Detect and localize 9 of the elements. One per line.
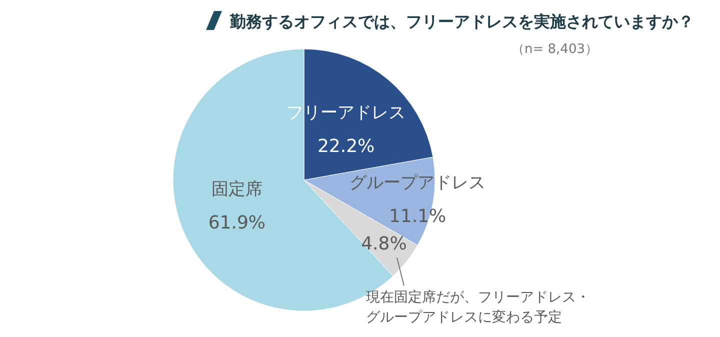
- slice-label: 現在固定席だが、フリーアドレス・グループアドレスに変わる予定: [366, 290, 590, 326]
- data-label: 61.9%: [208, 212, 266, 234]
- data-label: 4.8%: [361, 234, 407, 255]
- data-label: 22.2%: [317, 136, 375, 157]
- chart-subtitle: （n= 8,403）: [512, 42, 598, 57]
- slice-label: フリーアドレス: [286, 102, 406, 123]
- slice-label: 固定席: [211, 179, 262, 200]
- slice-label: グループアドレス: [350, 172, 486, 193]
- chart-title: 勤務するオフィスでは、フリーアドレスを実施されていますか？: [229, 12, 694, 31]
